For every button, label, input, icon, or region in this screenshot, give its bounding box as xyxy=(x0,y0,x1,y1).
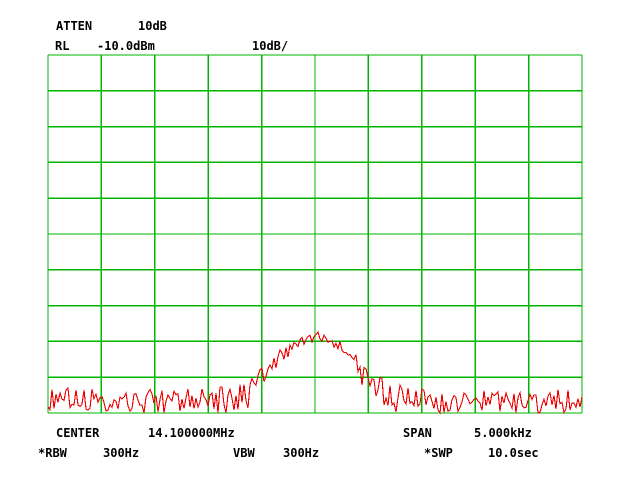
atten-label: ATTEN xyxy=(56,19,93,33)
atten-value: 10dB xyxy=(138,19,167,33)
span-value: 5.000kHz xyxy=(474,426,532,440)
sweep-value: 10.0sec xyxy=(488,446,539,460)
rbw-label: *RBW xyxy=(38,446,67,460)
center-freq-value: 14.100000MHz xyxy=(148,426,235,440)
center-freq-label: CENTER xyxy=(56,426,100,440)
span-label: SPAN xyxy=(403,426,432,440)
vbw-value: 300Hz xyxy=(283,446,320,460)
vbw-label: VBW xyxy=(233,446,255,460)
ref-level-value: -10.0dBm xyxy=(97,39,155,53)
graticule-grid xyxy=(47,54,583,414)
scale-per-div-value: 10dB/ xyxy=(252,39,289,53)
sweep-label: *SWP xyxy=(424,446,453,460)
rbw-value: 300Hz xyxy=(103,446,140,460)
spectrum-trace xyxy=(47,331,583,415)
ref-level-label: RL xyxy=(55,39,70,53)
